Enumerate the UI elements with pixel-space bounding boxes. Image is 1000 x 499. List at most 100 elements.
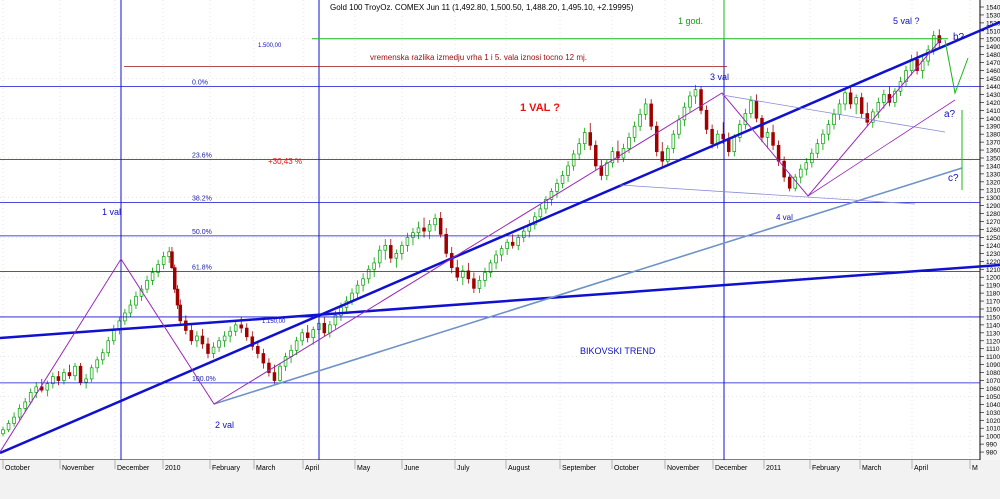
candle-body (627, 136, 631, 149)
candle-body (738, 124, 742, 138)
candle-body (311, 329, 315, 338)
candle-body (726, 138, 731, 152)
y-tick-label: 1510 (986, 28, 1000, 35)
candle-body (821, 133, 825, 145)
y-tick-label: 1190 (986, 283, 1000, 290)
candle-body (206, 343, 210, 354)
candle-body (178, 304, 183, 322)
candle-body (84, 378, 88, 383)
candle-body (23, 401, 27, 409)
y-tick-label: 1400 (986, 116, 1000, 123)
y-tick-label: 1440 (986, 84, 1000, 91)
y-tick-label: 1370 (986, 140, 1000, 147)
candle-body (832, 113, 836, 125)
candle-body (328, 324, 332, 334)
candle-body (161, 256, 166, 265)
y-tick-label: 1300 (986, 195, 1000, 202)
candle-body (516, 237, 520, 246)
candle-body (322, 322, 327, 334)
y-tick-label: 1540 (986, 5, 1000, 12)
candle-body (455, 267, 460, 278)
y-tick-label: 1130 (986, 330, 1000, 337)
x-tick-label: December (715, 465, 748, 472)
candle-body (67, 372, 72, 377)
candle-body (278, 365, 282, 381)
candle-body (211, 346, 216, 354)
y-tick-label: 1200 (986, 275, 1000, 282)
fib-level-label: 100.0% (192, 376, 216, 383)
fib-level-label: 23.6% (192, 153, 212, 160)
year-label: 1 god. (678, 16, 703, 26)
candle-body (28, 392, 33, 403)
candle-body (170, 251, 174, 269)
y-tick-label: 1160 (986, 307, 1000, 314)
candle-body (582, 132, 587, 145)
candle-body (605, 162, 609, 176)
candle-body (267, 362, 271, 373)
candle-body (305, 332, 310, 338)
y-tick-label: 1290 (986, 203, 1000, 210)
candle-body (776, 144, 781, 162)
candle-body (239, 324, 243, 329)
candle-body (483, 272, 487, 281)
y-tick-label: 1140 (986, 322, 1000, 329)
candle-body (51, 376, 55, 385)
candle-body (172, 267, 177, 290)
candle-body (699, 89, 703, 111)
upper-trend-line (0, 20, 1000, 455)
y-tick-label: 1320 (986, 179, 1000, 186)
candle-body (854, 97, 858, 105)
y-tick-label: 1180 (986, 291, 1000, 298)
candle-body (654, 125, 659, 152)
chart-title: Gold 100 TroyOz. COMEX Jun 11 (1,492.80,… (330, 3, 634, 12)
y-tick-label: 1230 (986, 251, 1000, 258)
candle-body (799, 168, 803, 178)
candle-body (472, 278, 476, 289)
y-tick-label: 1350 (986, 156, 1000, 163)
y-tick-label: 1110 (986, 346, 1000, 353)
candle-body (45, 383, 50, 391)
wave3-label: 3 val (710, 72, 729, 82)
candle-body (167, 251, 171, 257)
candle-body (383, 245, 388, 251)
candle-body (771, 132, 775, 146)
candle-body (377, 249, 382, 264)
candle-layer (1, 29, 942, 437)
candle-body (549, 191, 554, 200)
candle-body (837, 103, 842, 115)
candle-body (333, 315, 338, 326)
candle-body (12, 416, 16, 424)
text-layer: Gold 100 TroyOz. COMEX Jun 11 (1,492.80,… (102, 3, 965, 430)
x-tick-label: November (667, 465, 700, 472)
y-tick-label: 1500 (986, 36, 1000, 43)
candle-body (810, 152, 814, 164)
candle-body (721, 133, 725, 140)
y-tick-label: 1360 (986, 148, 1000, 155)
candle-body (594, 144, 598, 167)
x-tick-label: February (212, 465, 241, 472)
candle-body (34, 386, 38, 393)
y-tick-label: 990 (986, 442, 997, 449)
x-axis-band (0, 460, 1000, 499)
candle-body (815, 143, 820, 154)
x-tick-label: May (357, 465, 371, 472)
y-tick-label: 1380 (986, 132, 1000, 139)
candle-body (632, 125, 637, 138)
wave-count-line (0, 37, 943, 453)
candle-body (826, 124, 831, 135)
candle-body (682, 106, 687, 121)
channel-line-lower (619, 184, 916, 205)
candle-body (89, 367, 94, 380)
percent-label: +30,43 % (268, 157, 302, 166)
x-tick-label: March (862, 465, 882, 472)
y-tick-label: 1280 (986, 211, 1000, 218)
y-tick-label: 1100 (986, 354, 1000, 361)
candle-body (438, 218, 443, 235)
y-tick-label: 1330 (986, 171, 1000, 178)
x-tick-label: M (972, 465, 978, 472)
fib-level-label: 0.0% (192, 79, 208, 86)
y-tick-label: 1060 (986, 386, 1000, 393)
candle-body (477, 280, 482, 289)
